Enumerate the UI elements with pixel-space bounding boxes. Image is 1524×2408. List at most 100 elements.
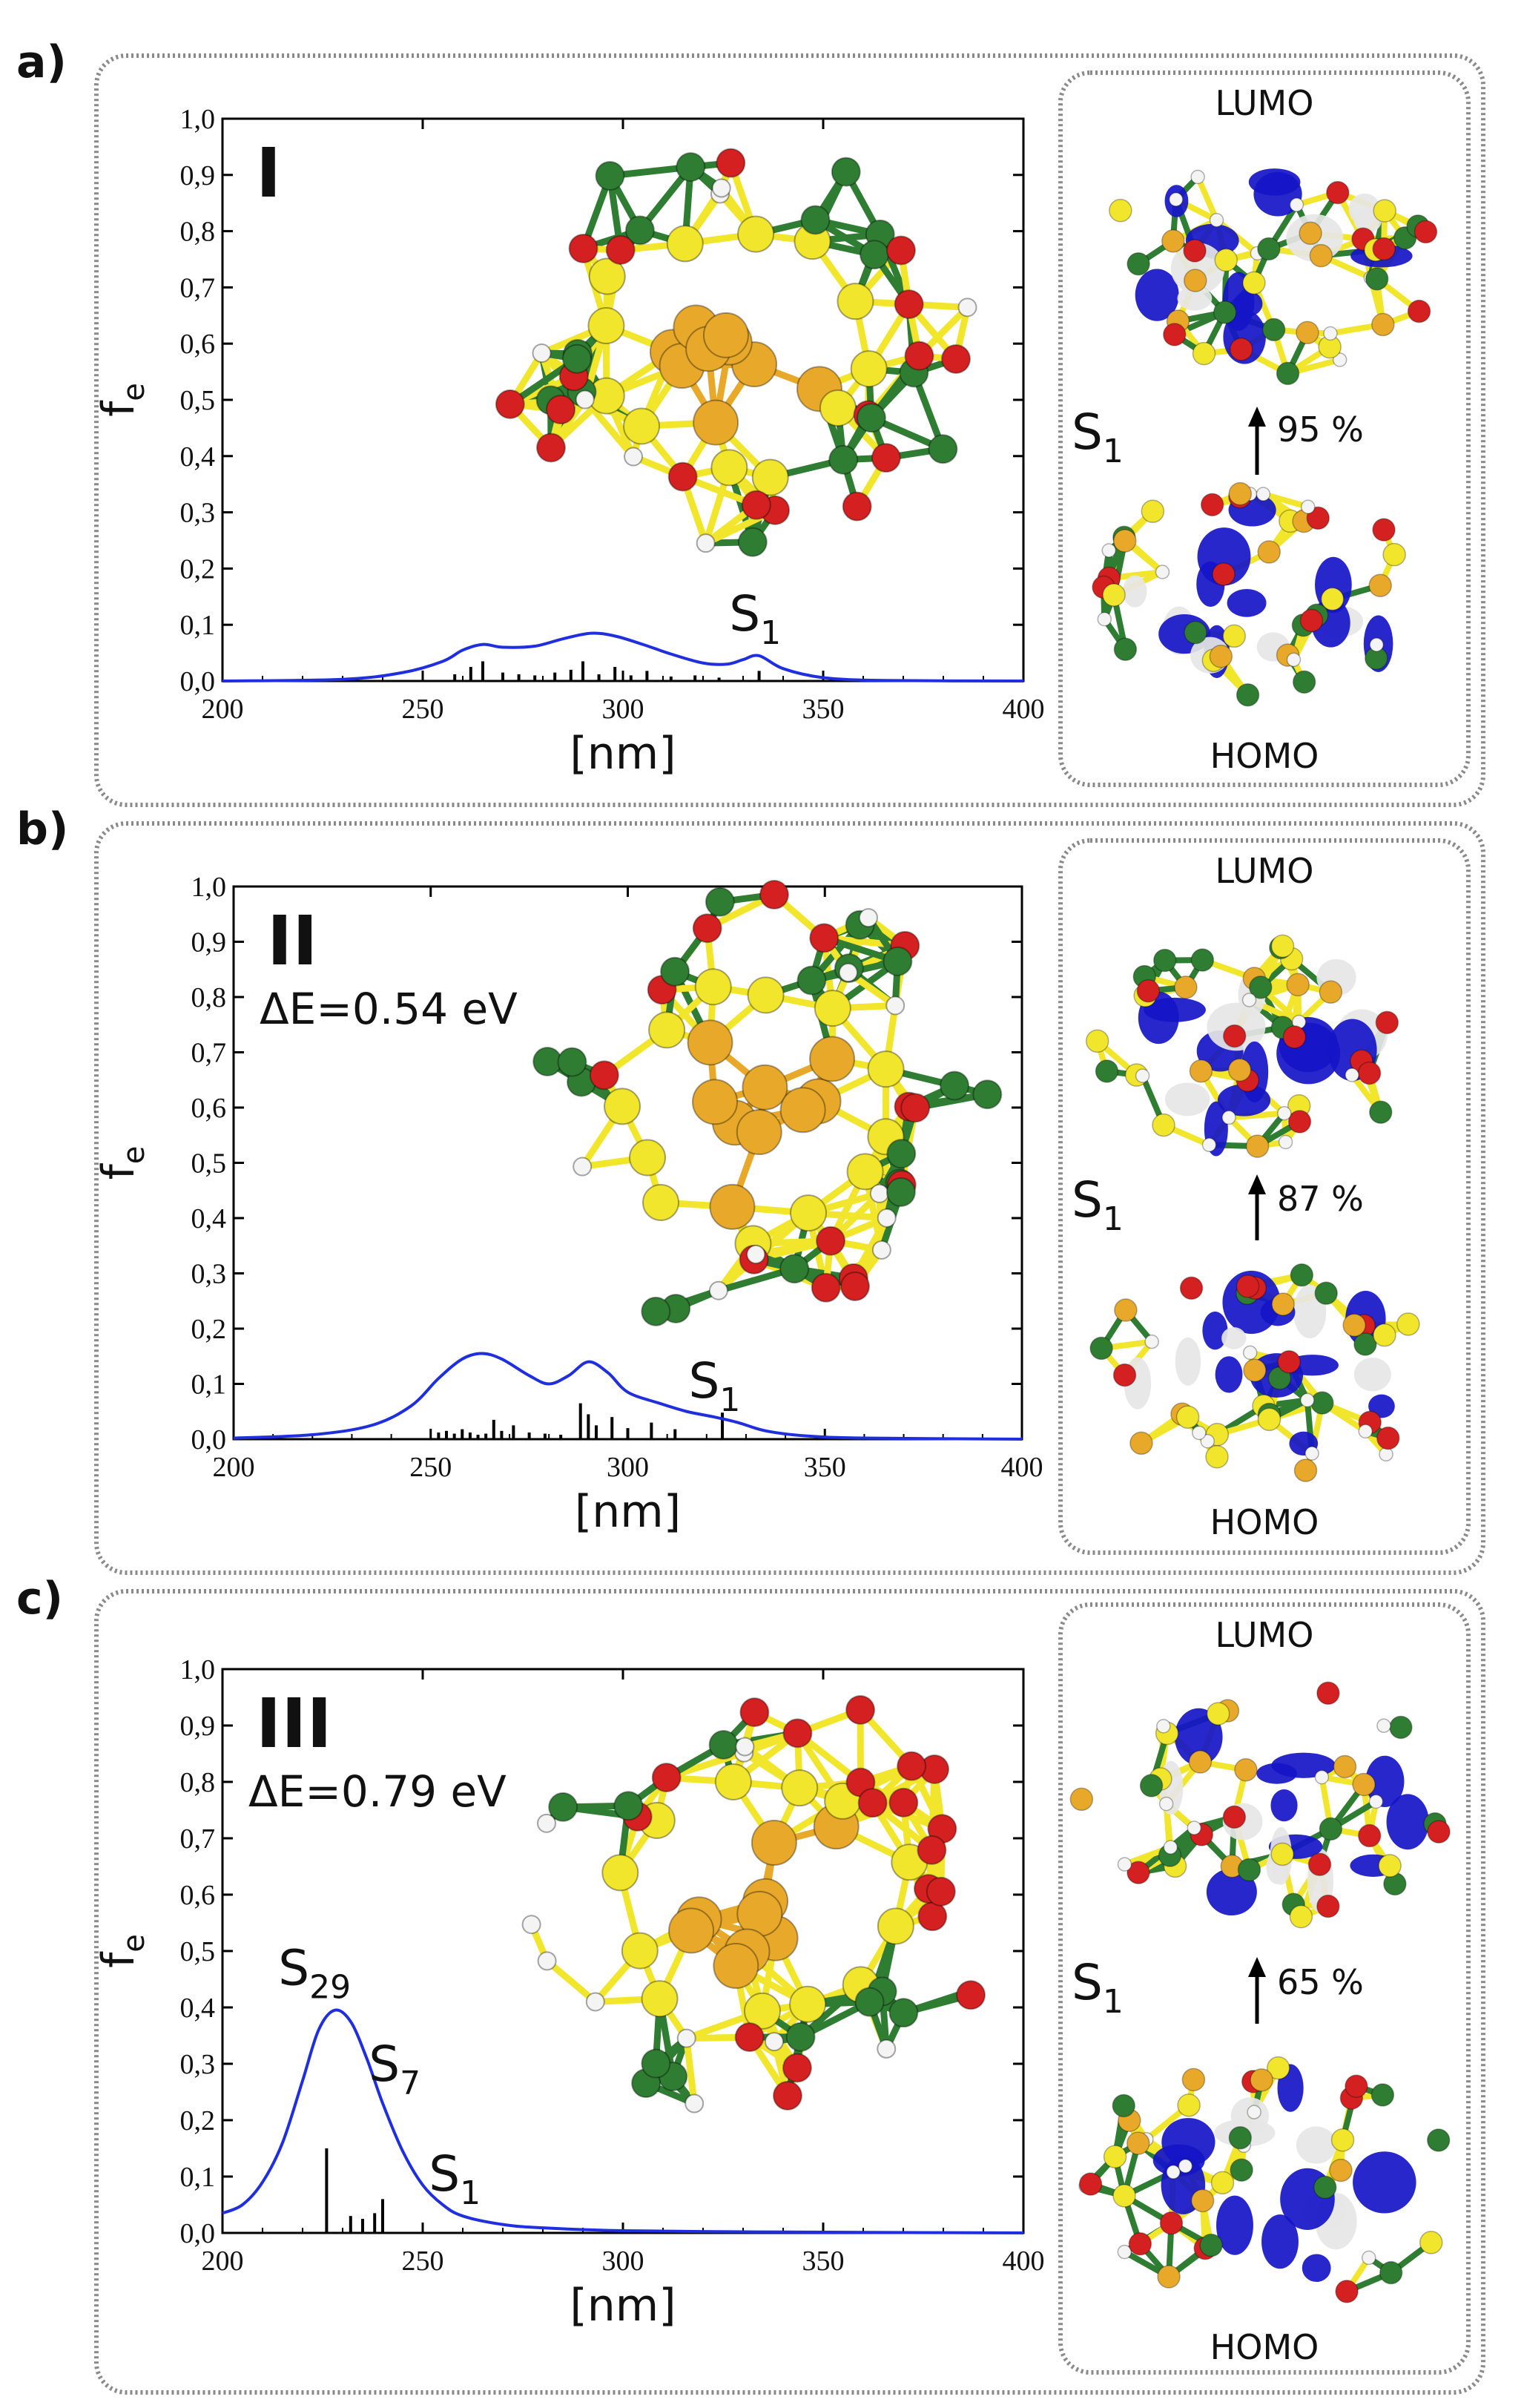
orbital-atom [1097, 611, 1112, 627]
y-tick-label-c-5: 0,5 [180, 1936, 216, 1967]
y-tick-label-a-5: 0,5 [180, 385, 216, 416]
orbital-atom [1378, 1854, 1402, 1878]
orbital-atom [1245, 1134, 1270, 1158]
atom [886, 1139, 917, 1169]
orbital-atom [1200, 493, 1224, 517]
atom [521, 1915, 541, 1935]
orbital-bond [1260, 491, 1311, 510]
y-tick-label-a-10: 1,0 [180, 104, 216, 135]
transition-pct-b: 87 % [1277, 1179, 1364, 1219]
spectrum-line-c [222, 2008, 1024, 2234]
orbital-atom [1330, 2128, 1355, 2152]
bond [683, 2035, 698, 2107]
atom [751, 1820, 797, 1866]
orbital-atom [1200, 1433, 1215, 1449]
atom [495, 389, 525, 419]
orbital-atom [1236, 682, 1260, 707]
orbital-atom [1287, 1110, 1312, 1134]
atom [668, 1907, 715, 1954]
orbital-atom [1278, 1134, 1293, 1150]
y-tick-label-b-10: 1,0 [191, 872, 227, 903]
atom [828, 444, 859, 475]
atom [575, 389, 595, 409]
arrow-head-a [1248, 407, 1266, 427]
orbital-atom [1184, 269, 1207, 292]
atom [746, 1244, 766, 1264]
orbital-atom [1199, 2233, 1223, 2257]
y-tick-label-c-8: 0,8 [180, 1767, 216, 1798]
orbital-atom [1335, 2280, 1359, 2303]
atom [735, 1737, 755, 1757]
orbital-atom [1139, 1774, 1164, 1797]
orbital-atom [1190, 2188, 1215, 2213]
orbital-atom [1243, 1358, 1267, 1382]
orbital-atom [1214, 248, 1238, 272]
orbital-atom [1181, 2067, 1206, 2092]
atom [877, 1907, 914, 1945]
orbital-atom [1175, 1405, 1200, 1429]
orbital-lobe [1261, 2214, 1299, 2269]
orbital-lobe [1206, 1868, 1257, 1916]
orbital-atom [1368, 573, 1392, 598]
atom [917, 1835, 947, 1865]
orbital-atom [1209, 644, 1233, 668]
orbital-atom [1089, 1336, 1113, 1361]
orbital-atom [1136, 978, 1161, 1003]
orbital-atom [1163, 323, 1187, 346]
atom [714, 1763, 752, 1800]
atom [613, 1791, 644, 1821]
orbital-atom [1205, 1445, 1229, 1469]
orbital-atom [1177, 2093, 1201, 2117]
chart-a: 200 250 300 350 400 0,0 0,1 0,2 0,3 0,4 0,5 0,6 0,7 0… [93, 104, 1045, 780]
atom [940, 1070, 970, 1101]
x-tick-label-b-1: 250 [409, 1452, 452, 1483]
orbital-atom [1237, 1858, 1261, 1882]
atom [941, 343, 972, 374]
orbital-atom [1296, 320, 1319, 345]
atom [837, 283, 874, 320]
orbital-lobe [1233, 291, 1263, 317]
molecule-structure-ii [532, 880, 1003, 1326]
delta-e-label-b: ΔE=0.54 eV [260, 984, 518, 1034]
orbital-atom [1370, 2083, 1395, 2107]
orbital-lobe [1302, 2254, 1331, 2283]
orbital-atom [1414, 220, 1438, 244]
atom [883, 946, 913, 976]
orbital-atom [1316, 1894, 1340, 1918]
orbital-atom [1427, 1820, 1451, 1843]
lumo-orbital-c [1069, 1681, 1451, 1929]
orbital-atom [1310, 1391, 1334, 1415]
arrow-head-b [1248, 1174, 1266, 1194]
orbital-lobe [1270, 1789, 1298, 1822]
atom [747, 976, 785, 1014]
homo-orbital-b [1089, 1263, 1420, 1482]
panel-a-letter: a) [16, 36, 67, 88]
atom [585, 1992, 605, 2012]
annotation-c-2: S1 [429, 2145, 481, 2212]
orbital-lobe [1135, 269, 1179, 321]
atom [897, 1751, 927, 1781]
homo-label-a: HOMO [1210, 736, 1319, 776]
homo-label-c: HOMO [1210, 2327, 1319, 2367]
atom [709, 1183, 756, 1230]
orbital-atom [1178, 2159, 1193, 2174]
orbital-atom [1257, 540, 1281, 564]
orbital-lobe [1123, 575, 1147, 608]
atom [900, 1093, 931, 1123]
annotation-c-0: S29 [278, 1940, 351, 2007]
orbital-atom [1353, 1332, 1377, 1356]
x-tick-label-a-0: 200 [202, 694, 244, 725]
orbital-atom [1277, 1350, 1301, 1374]
orbital-atom [1163, 1840, 1178, 1855]
orbital-atom [1365, 267, 1389, 291]
orbital-lobe [1348, 193, 1381, 226]
orbital-atom [1309, 243, 1333, 268]
orbital-atom [1190, 169, 1205, 185]
atom [739, 1697, 770, 1728]
atom [779, 1087, 826, 1134]
orbital-atom [1128, 2232, 1152, 2256]
atom [785, 2022, 816, 2052]
atom [589, 1060, 619, 1090]
atom [854, 1987, 885, 2017]
atom [796, 965, 827, 996]
